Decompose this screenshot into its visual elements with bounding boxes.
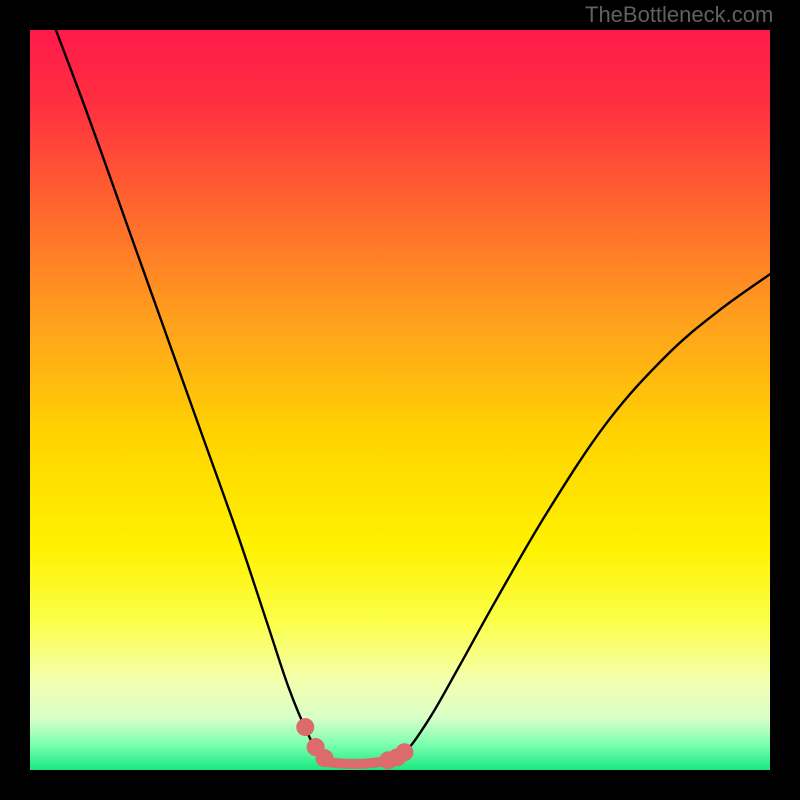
highlight-dot bbox=[395, 743, 413, 761]
plot-svg bbox=[30, 30, 770, 770]
highlight-dot bbox=[296, 718, 314, 736]
plot-area bbox=[30, 30, 770, 770]
watermark-text: TheBottleneck.com bbox=[585, 2, 773, 28]
gradient-background bbox=[30, 30, 770, 770]
highlight-segment bbox=[326, 762, 382, 764]
highlight-dot bbox=[316, 749, 334, 767]
